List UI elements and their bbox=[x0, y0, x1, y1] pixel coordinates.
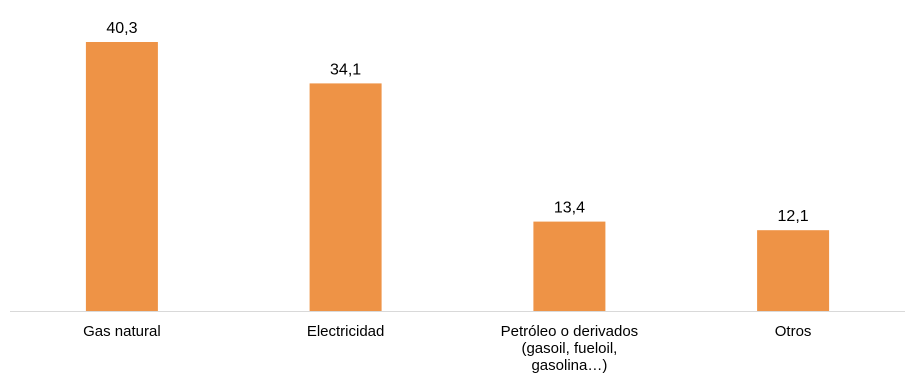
category-label-1-line-0: Electricidad bbox=[307, 323, 385, 340]
category-label-2-line-0: Petróleo o derivados bbox=[501, 323, 639, 340]
category-label-1: Electricidad bbox=[307, 323, 385, 340]
bars-group bbox=[85, 42, 830, 312]
category-label-0-line-0: Gas natural bbox=[83, 323, 161, 340]
category-labels-group: Gas natural Electricidad Petróleo o deriva… bbox=[83, 323, 811, 374]
data-label-0: 40,3 bbox=[106, 20, 137, 37]
data-label-3: 12,1 bbox=[778, 208, 809, 225]
bar-0 bbox=[85, 42, 158, 311]
bar-1 bbox=[309, 83, 382, 312]
data-label-2: 13,4 bbox=[554, 200, 585, 217]
category-label-3-line-0: Otros bbox=[775, 323, 812, 340]
bar-2 bbox=[533, 221, 606, 311]
category-label-2-line-2: gasolina…) bbox=[531, 357, 607, 374]
category-label-3: Otros bbox=[775, 323, 812, 340]
bar-3 bbox=[757, 230, 830, 311]
value-labels-group: 40,3 34,1 13,4 12,1 bbox=[106, 20, 808, 225]
category-label-2: Petróleo o derivados (gasoil, fueloil, gas… bbox=[501, 323, 639, 374]
category-label-2-line-1: (gasoil, fueloil, bbox=[521, 340, 617, 357]
data-label-1: 34,1 bbox=[330, 61, 361, 78]
category-label-0: Gas natural bbox=[83, 323, 161, 340]
